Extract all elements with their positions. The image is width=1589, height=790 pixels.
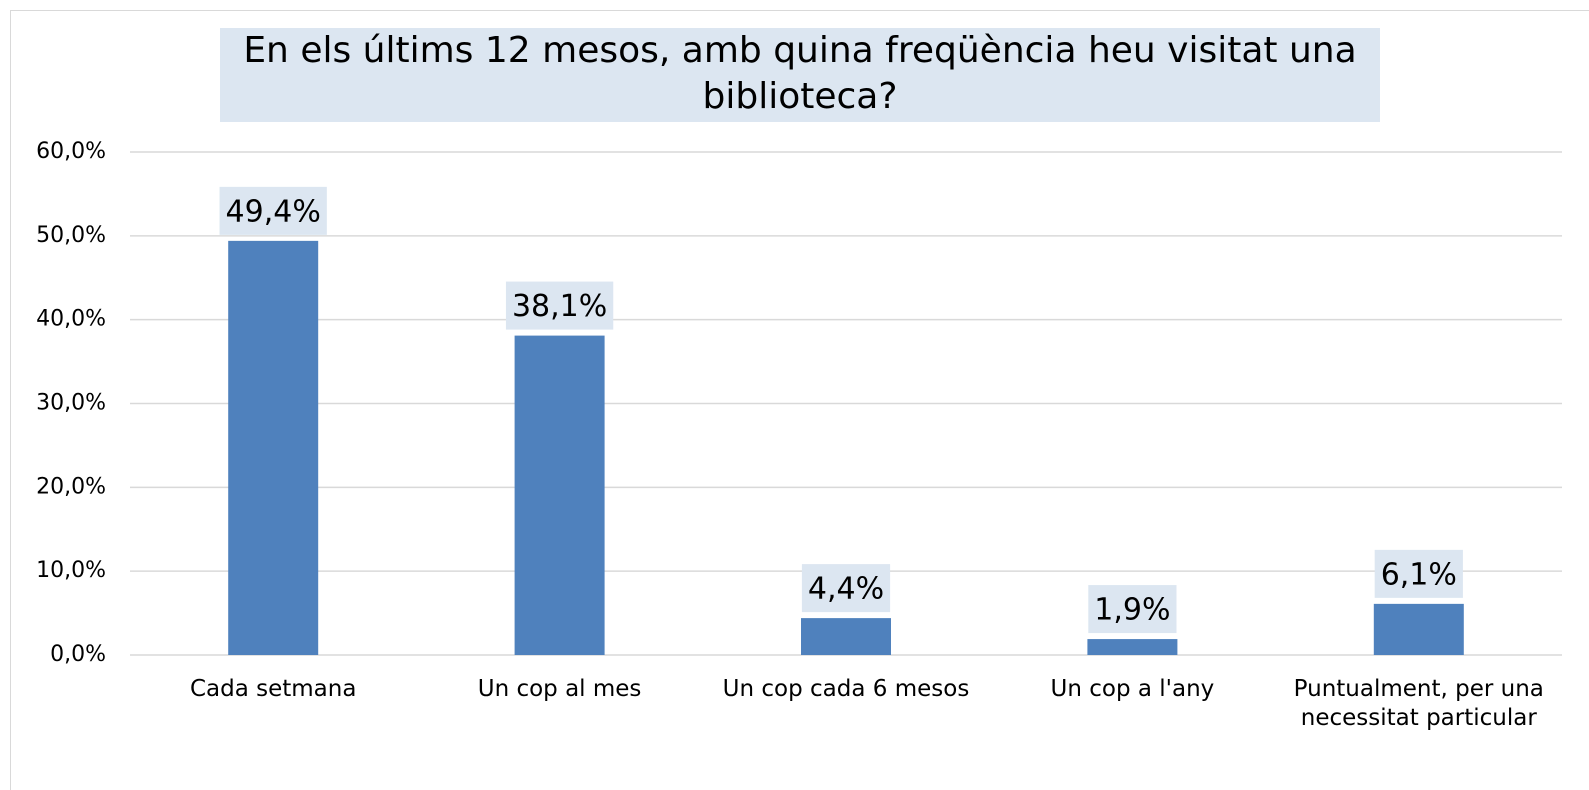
y-tick-label: 30,0% — [36, 391, 106, 416]
data-label: 49,4% — [226, 194, 321, 229]
data-label: 6,1% — [1381, 557, 1457, 592]
bar — [228, 240, 319, 655]
data-label-group: 6,1% — [1374, 549, 1463, 598]
data-label-bg — [219, 186, 327, 235]
x-tick-label: Un cop a l'any — [1050, 676, 1215, 702]
data-label-group: 4,4% — [801, 564, 891, 613]
data-label: 38,1% — [512, 289, 607, 324]
data-label-bg — [505, 281, 614, 330]
y-tick-label: 10,0% — [36, 558, 106, 583]
data-label-bg — [801, 564, 891, 613]
bar — [801, 618, 891, 655]
bar — [1373, 603, 1464, 655]
x-tick-label: Un cop al mes — [477, 676, 642, 702]
chart-title: En els últims 12 mesos, amb quina freqüè… — [220, 28, 1380, 122]
y-tick-label: 20,0% — [36, 474, 106, 499]
data-label-bg — [1374, 549, 1463, 598]
bar — [514, 335, 605, 655]
y-tick-label: 50,0% — [36, 223, 106, 248]
y-tick-label: 60,0% — [36, 139, 106, 164]
y-tick-label: 40,0% — [36, 307, 106, 332]
x-tick-label: Un cop cada 6 mesos — [722, 676, 970, 702]
chart-frame — [10, 10, 1589, 790]
data-label: 1,9% — [1094, 593, 1170, 628]
data-label-group: 49,4% — [219, 186, 327, 235]
bar — [1087, 639, 1178, 655]
data-label-group: 1,9% — [1088, 585, 1177, 634]
data-label-group: 38,1% — [505, 281, 614, 330]
y-tick-label: 0,0% — [50, 642, 106, 667]
x-tick-label: Cada setmana — [189, 676, 357, 702]
data-label-bg — [1088, 585, 1177, 634]
data-label: 4,4% — [808, 572, 884, 607]
x-tick-label: Puntualment, per una necessitat particul… — [1293, 676, 1544, 731]
